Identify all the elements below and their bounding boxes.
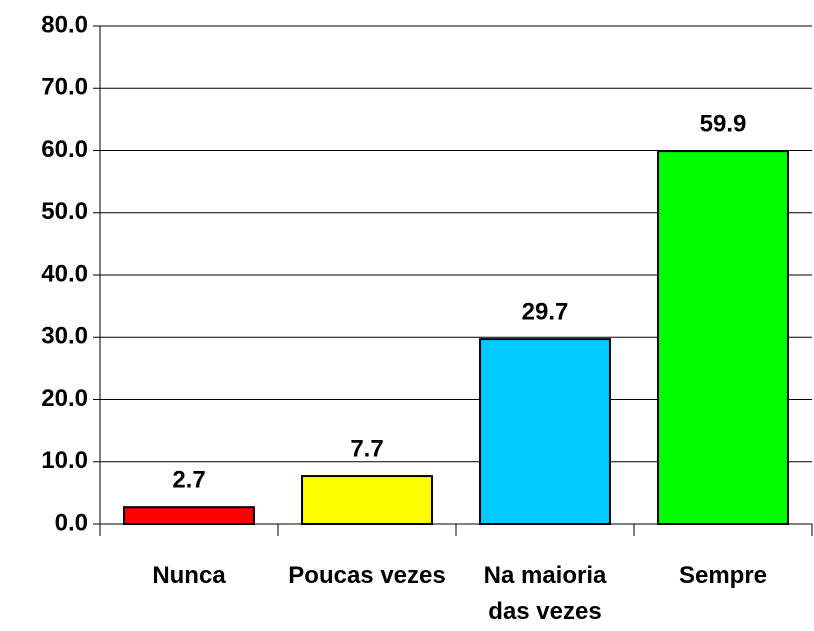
x-tick-label: Nunca: [152, 562, 226, 589]
x-tick-label: Na maioria das vezes: [483, 562, 607, 625]
y-tick-label: 40.0: [41, 260, 88, 287]
value-label: 7.7: [350, 435, 383, 462]
y-tick-label: 80.0: [41, 11, 88, 38]
bar: [479, 338, 611, 525]
y-tick-label: 30.0: [41, 323, 88, 350]
bar: [301, 475, 433, 526]
bar: [657, 150, 789, 525]
x-tick-label: Sempre: [678, 562, 768, 589]
y-tick-label: 70.0: [41, 74, 88, 101]
bar: [123, 506, 255, 526]
y-tick-label: 10.0: [41, 447, 88, 474]
x-tick-label: Poucas vezes: [288, 562, 446, 589]
y-tick-label: 50.0: [41, 198, 88, 225]
y-tick-label: 0.0: [55, 509, 88, 536]
value-label: 29.7: [522, 298, 569, 325]
value-label: 2.7: [172, 467, 205, 494]
y-tick-label: 20.0: [41, 385, 88, 412]
value-label: 59.9: [700, 110, 747, 137]
y-tick-label: 60.0: [41, 136, 88, 163]
